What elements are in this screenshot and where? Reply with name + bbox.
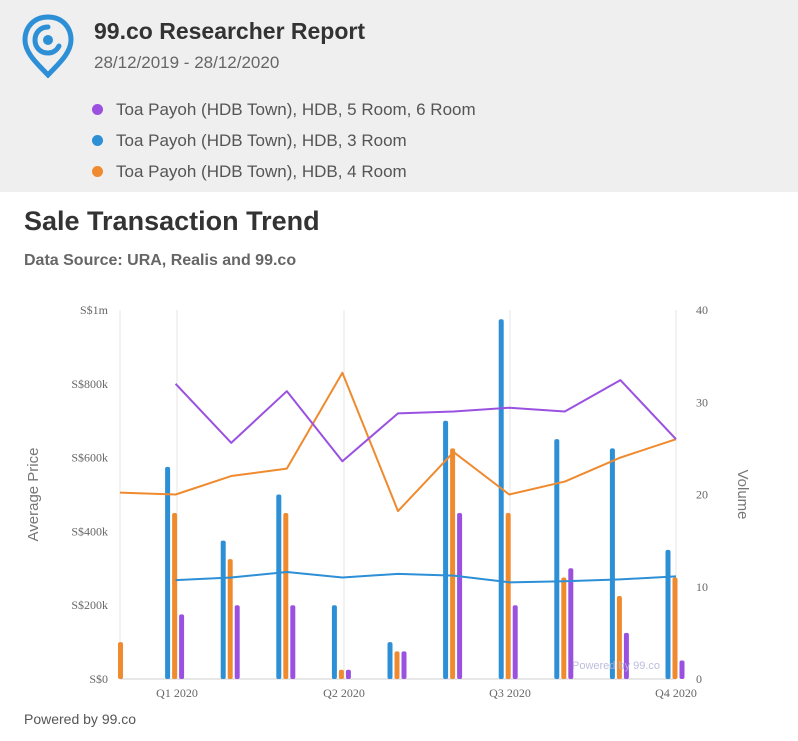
volume-bar xyxy=(568,568,574,679)
volume-bar xyxy=(498,319,504,679)
x-tick-label: Q4 2020 xyxy=(655,686,697,700)
legend-label: Toa Payoh (HDB Town), HDB, 4 Room xyxy=(116,161,407,181)
volume-bar xyxy=(672,577,678,679)
legend: Toa Payoh (HDB Town), HDB, 5 Room, 6 Roo… xyxy=(92,94,476,187)
avg-price-line xyxy=(175,570,677,584)
avg-price-line xyxy=(119,371,677,513)
volume-bar xyxy=(512,605,518,679)
legend-item-4-room: Toa Payoh (HDB Town), HDB, 4 Room xyxy=(92,156,476,187)
volume-bar xyxy=(665,549,671,679)
volume-bar xyxy=(443,420,449,679)
x-tick-label: Q1 2020 xyxy=(156,686,198,700)
chart-watermark: Powered by 99.co xyxy=(572,660,660,672)
legend-dot xyxy=(92,104,103,115)
volume-bar xyxy=(345,669,351,679)
y-tick-label: S$200k xyxy=(71,598,108,612)
volume-bar xyxy=(118,642,123,679)
volume-bar xyxy=(387,642,393,679)
powered-by-footer: Powered by 99.co xyxy=(24,711,137,727)
volume-bar xyxy=(616,595,622,679)
y2-tick-label: 20 xyxy=(696,488,708,502)
y2-tick-label: 0 xyxy=(696,672,702,686)
volume-bar xyxy=(276,494,282,679)
legend-label: Toa Payoh (HDB Town), HDB, 3 Room xyxy=(116,130,407,150)
volume-bar xyxy=(554,439,560,679)
legend-item-5-6-room: Toa Payoh (HDB Town), HDB, 5 Room, 6 Roo… xyxy=(92,94,476,125)
sale-transaction-chart: S$0 S$200k S$400k S$600k S$800k S$1m 0 10 20 30 40… xyxy=(25,303,751,700)
volume-bar xyxy=(401,651,407,679)
volume-bar xyxy=(331,605,337,679)
report-title: 99.co Researcher Report xyxy=(94,18,366,44)
y-tick-label: S$800k xyxy=(71,377,108,391)
section-title: Sale Transaction Trend xyxy=(24,206,320,236)
report-header: 99.co Researcher Report 28/12/2019 - 28/… xyxy=(0,0,798,192)
volume-bar xyxy=(623,632,629,679)
legend-dot xyxy=(92,166,103,177)
data-source: Data Source: URA, Realis and 99.co xyxy=(24,252,297,269)
volume-bar xyxy=(394,651,400,679)
report-date-range: 28/12/2019 - 28/12/2020 xyxy=(94,53,280,72)
volume-bar xyxy=(290,605,296,679)
x-tick-label: Q3 2020 xyxy=(489,686,531,700)
y2-tick-label: 30 xyxy=(696,395,708,409)
volume-bar xyxy=(561,577,567,679)
volume-bar xyxy=(609,448,615,679)
volume-bar xyxy=(172,512,178,679)
y-tick-label: S$400k xyxy=(71,524,108,538)
y-tick-label: S$1m xyxy=(80,303,109,317)
volume-bar xyxy=(450,448,456,679)
y2-tick-label: 40 xyxy=(696,303,708,317)
y-axis-title: Average Price xyxy=(25,448,42,542)
volume-bar xyxy=(338,669,344,679)
volume-bar xyxy=(227,559,233,679)
x-tick-label: Q2 2020 xyxy=(323,686,365,700)
legend-label: Toa Payoh (HDB Town), HDB, 5 Room, 6 Roo… xyxy=(116,99,476,119)
legend-dot xyxy=(92,135,103,146)
y2-tick-label: 10 xyxy=(696,580,708,594)
volume-bar xyxy=(679,660,685,679)
volume-bar xyxy=(283,512,289,679)
y2-axis-title: Volume xyxy=(734,469,751,519)
avg-price-line xyxy=(174,379,677,463)
legend-item-3-room: Toa Payoh (HDB Town), HDB, 3 Room xyxy=(92,125,476,156)
volume-bar xyxy=(234,605,240,679)
y-tick-label: S$600k xyxy=(71,451,108,465)
volume-bar xyxy=(165,466,171,679)
volume-bar xyxy=(179,614,185,679)
volume-bar xyxy=(505,512,511,679)
volume-bar xyxy=(220,540,226,679)
volume-bar xyxy=(457,512,463,679)
location-pin-icon xyxy=(22,14,74,78)
y-tick-label: S$0 xyxy=(89,672,108,686)
